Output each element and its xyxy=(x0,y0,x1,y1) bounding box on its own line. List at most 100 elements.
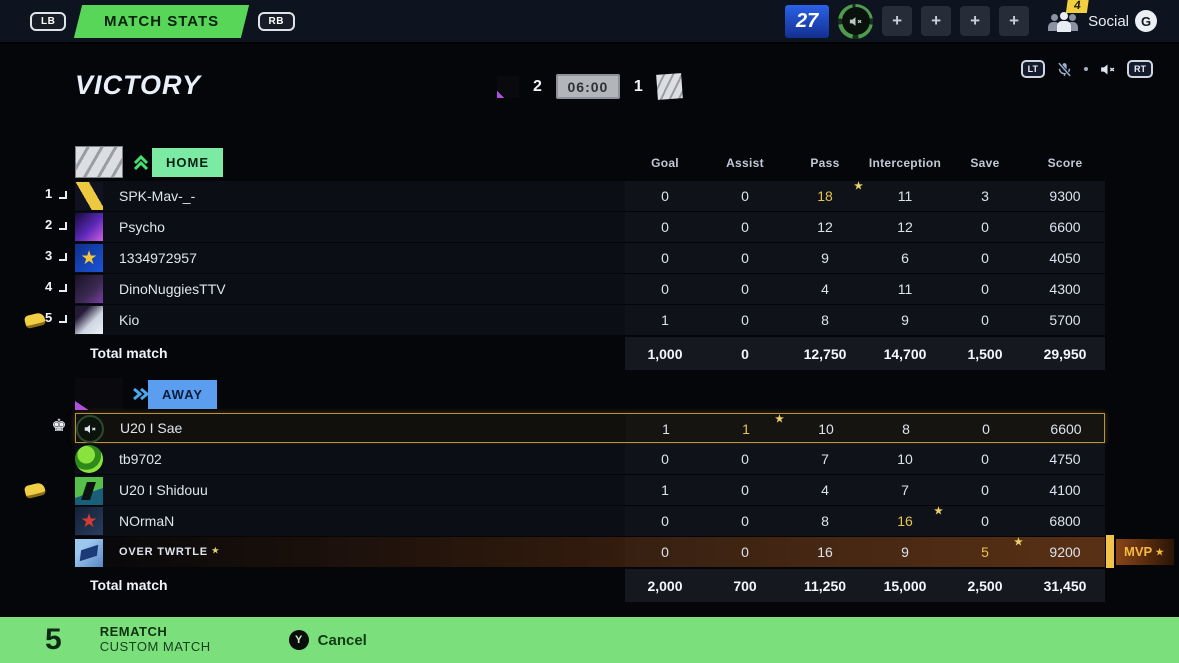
player-row[interactable]: 5 Kio 1 0 8 9 0 5700 xyxy=(0,305,1179,335)
away-total-row: Total match 2,000 700 11,250 15,000 2,500 31,… xyxy=(0,569,1179,602)
stat-score: 4050 xyxy=(1049,250,1081,266)
rb-bumper-button[interactable]: RB xyxy=(257,11,295,31)
stat-save: 0 xyxy=(981,482,989,498)
stat-pass: 12 xyxy=(817,219,833,235)
mvp-badge: MVP ★ xyxy=(1116,539,1174,565)
player-name: 1334972957 xyxy=(119,250,197,266)
column-header-goal: Goal xyxy=(651,156,679,170)
stat-score: 9300 xyxy=(1049,188,1081,204)
player-stats: 0 0 16 9 5 ★ 9200 xyxy=(625,537,1105,567)
stat-score: 4750 xyxy=(1049,451,1081,467)
total-match-label: Total match xyxy=(90,345,168,361)
total-match-label: Total match xyxy=(90,577,168,593)
player-row-box[interactable]: OVER TWRTLE ★ 0 0 16 9 5 ★ 9200 MVP ★ xyxy=(75,535,1174,568)
lb-bumper-button[interactable]: LB xyxy=(30,11,67,31)
stat-pass: 9 xyxy=(821,250,829,266)
home-team-logo-small xyxy=(655,73,683,100)
stat-goal: 0 xyxy=(661,544,669,560)
mvp-bar xyxy=(1106,535,1114,568)
away-section-header: AWAY xyxy=(0,378,1179,412)
player-row-box[interactable]: tb9702 0 0 7 10 0 4750 xyxy=(75,444,1105,474)
stat-assist: 1 ★ xyxy=(742,414,784,437)
away-team-logo xyxy=(75,378,123,410)
player-row[interactable]: tb9702 0 0 7 10 0 4750 xyxy=(0,444,1179,474)
stat-save: 0 xyxy=(981,513,989,529)
player-name: tb9702 xyxy=(119,451,162,467)
player-row[interactable]: OVER TWRTLE ★ 0 0 16 9 5 ★ 9200 MVP ★ xyxy=(0,535,1179,568)
burst-avatar: ★ xyxy=(75,507,103,535)
player-stats: 0 0 8 16 ★ 0 6800 xyxy=(625,506,1105,536)
player-row[interactable]: ★ NOrmaN 0 0 8 16 ★ 0 6800 xyxy=(0,506,1179,536)
ball-avatar xyxy=(75,445,103,473)
player-row[interactable]: U20 I Shidouu 1 0 4 7 0 4100 xyxy=(0,475,1179,505)
dragonfly-avatar xyxy=(75,213,103,241)
rank-badge: 3 xyxy=(45,248,71,263)
player-stats: 0 0 4 11 0 4300 xyxy=(625,274,1105,304)
away-team-logo-small xyxy=(497,75,519,98)
column-header-interception: Interception xyxy=(868,156,942,170)
custom-match-label: CUSTOM MATCH xyxy=(99,639,211,654)
invite-slot-button[interactable]: + xyxy=(960,6,991,36)
tab-match-stats[interactable]: MATCH STATS xyxy=(74,4,250,38)
people-icon: 4 xyxy=(1048,0,1090,33)
player-name: U20 I Shidouu xyxy=(119,482,208,498)
player-row[interactable]: 2 Psycho 0 0 12 12 0 6600 xyxy=(0,212,1179,242)
player-row-box[interactable]: U20 I Shidouu 1 0 4 7 0 4100 xyxy=(75,475,1105,505)
top-bar: LB MATCH STATS RB 27 + + + + 4 Social G xyxy=(0,0,1179,44)
stat-pass: 16 xyxy=(817,544,833,560)
voice-mute-button[interactable] xyxy=(838,3,874,39)
player-stats: 0 0 18 ★ 11 3 9300 xyxy=(625,181,1105,211)
player-row[interactable]: 3 ★ 1334972957 0 0 9 6 0 4050 xyxy=(0,243,1179,273)
stat-score: 5700 xyxy=(1049,312,1081,328)
player-row-box[interactable]: U20 I Sae 1 1 ★ 10 8 0 6600 xyxy=(75,413,1105,443)
party-money-icon xyxy=(22,479,48,501)
jet-avatar xyxy=(75,539,103,567)
stat-save: 0 xyxy=(981,281,989,297)
social-count-badge: 4 xyxy=(1066,0,1090,13)
social-button[interactable]: 4 Social G xyxy=(1048,0,1157,33)
stat-interception: 8 xyxy=(902,421,910,437)
rt-trigger-button[interactable]: RT xyxy=(1127,60,1153,78)
lt-trigger-button[interactable]: LT xyxy=(1020,60,1045,78)
stat-save: 0 xyxy=(981,312,989,328)
player-row-box[interactable]: ★ NOrmaN 0 0 8 16 ★ 0 6800 xyxy=(75,506,1105,536)
player-name: Kio xyxy=(119,312,140,328)
player-row-box[interactable]: Kio 1 0 8 9 0 5700 xyxy=(75,305,1105,335)
scoreboard: 2 06:00 1 xyxy=(497,73,683,100)
muted-mic-icon[interactable] xyxy=(1056,61,1073,78)
stat-goal: 0 xyxy=(661,188,669,204)
rematch-button[interactable]: REMATCH CUSTOM MATCH xyxy=(99,624,211,655)
home-team-tag: HOME xyxy=(152,148,223,177)
total-pass: 11,250 xyxy=(803,577,847,594)
away-score: 2 xyxy=(533,77,542,95)
player-row-box[interactable]: ★ 1334972957 0 0 9 6 0 4050 xyxy=(75,243,1105,273)
player-row-box[interactable]: Psycho 0 0 12 12 0 6600 xyxy=(75,212,1105,242)
currency-counter: 27 xyxy=(785,4,830,38)
muted-speaker-avatar xyxy=(76,415,104,443)
stat-score: 6600 xyxy=(1050,421,1082,437)
player-row[interactable]: 4 DinoNuggiesTTV 0 0 4 11 0 4300 xyxy=(0,274,1179,304)
stat-interception: 10 xyxy=(897,451,913,467)
invite-slot-button[interactable]: + xyxy=(999,6,1030,36)
player-row-box[interactable]: SPK-Mav-_- 0 0 18 ★ 11 3 9300 xyxy=(75,181,1105,211)
stat-assist: 0 xyxy=(741,544,749,560)
stat-pass: 7 xyxy=(821,451,829,467)
cancel-button[interactable]: Y Cancel xyxy=(288,630,367,650)
total-assist: 0 xyxy=(741,345,749,362)
dino-avatar xyxy=(75,275,103,303)
away-team-tag: AWAY xyxy=(148,380,218,409)
player-row[interactable]: 1 SPK-Mav-_- 0 0 18 ★ 11 3 9300 xyxy=(0,181,1179,211)
muted-speaker-icon[interactable] xyxy=(1099,61,1116,78)
stat-assist: 0 xyxy=(741,482,749,498)
invite-slot-button[interactable]: + xyxy=(921,6,952,36)
shoe-avatar xyxy=(75,182,103,210)
player-row[interactable]: ♚ U20 I Sae 1 1 ★ 10 8 0 6600 xyxy=(0,413,1179,443)
total-assist: 700 xyxy=(733,577,757,594)
stat-save: 0 xyxy=(981,250,989,266)
invite-slot-button[interactable]: + xyxy=(882,6,913,36)
player-row-box[interactable]: DinoNuggiesTTV 0 0 4 11 0 4300 xyxy=(75,274,1105,304)
stat-pass: 18 ★ xyxy=(817,181,863,204)
player-stats: 0 0 12 12 0 6600 xyxy=(625,212,1105,242)
player-stats: 0 0 9 6 0 4050 xyxy=(625,243,1105,273)
stat-assist: 0 xyxy=(741,312,749,328)
